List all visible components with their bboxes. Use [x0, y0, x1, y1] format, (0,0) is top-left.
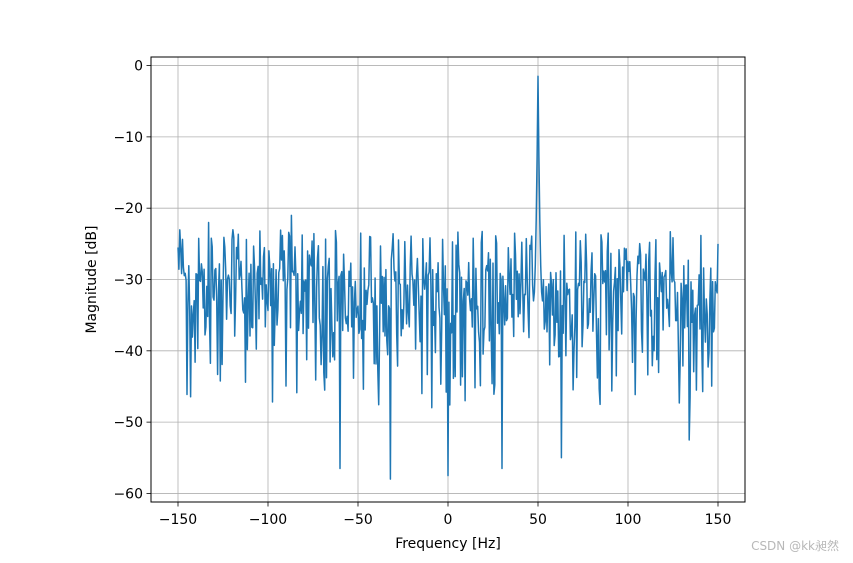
x-tick-label: −50	[343, 512, 373, 528]
x-tick-label: 0	[444, 512, 453, 528]
y-tick-label: −50	[113, 415, 143, 431]
y-tick-label: −60	[113, 486, 143, 502]
y-tick-label: −40	[113, 344, 143, 360]
x-tick-label: 50	[529, 512, 547, 528]
magnitude-series-line	[177, 75, 719, 480]
y-tick-label: −10	[113, 130, 143, 146]
x-tick-label: 100	[615, 512, 642, 528]
y-axis-ticks: 0 −10 −20 −30 −40 −50 −60	[113, 59, 151, 502]
y-tick-label: 0	[134, 59, 143, 75]
x-tick-label: −100	[249, 512, 287, 528]
watermark: CSDN @kk昶然	[751, 539, 839, 553]
x-tick-label: −150	[159, 512, 197, 528]
x-tick-label: 150	[705, 512, 732, 528]
y-tick-label: −30	[113, 273, 143, 289]
y-tick-label: −20	[113, 201, 143, 217]
plot-area	[177, 75, 719, 480]
y-axis-label: Magnitude [dB]	[84, 225, 100, 333]
x-axis-ticks: −150 −100 −50 0 50 100 150	[159, 502, 732, 528]
x-axis-label: Frequency [Hz]	[395, 536, 501, 552]
